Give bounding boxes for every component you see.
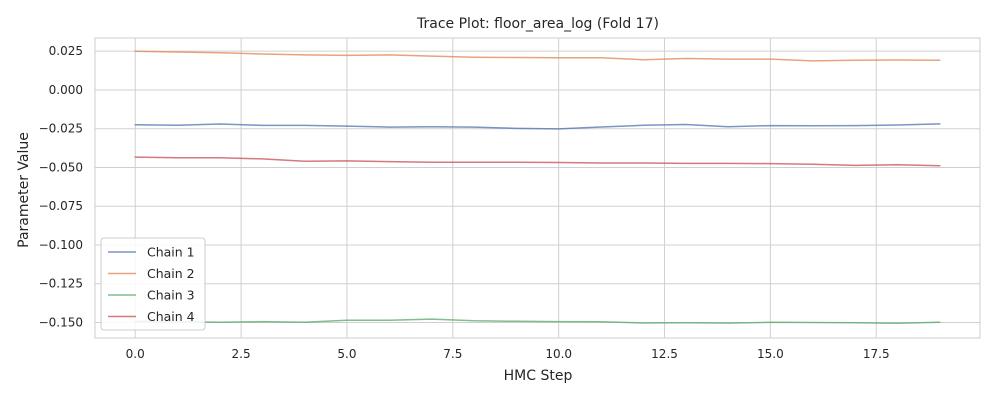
y-tick-label: −0.150 [39,315,83,329]
chart-title: Trace Plot: floor_area_log (Fold 17) [416,16,659,32]
y-tick-label: 0.025 [49,44,83,58]
legend-label: Chain 2 [147,266,195,281]
legend-box [100,237,206,331]
series-line-chain-1 [134,123,941,130]
plot-frame [94,37,981,339]
x-tick-label: 17.5 [863,347,890,361]
x-tick-label: 10.0 [545,347,572,361]
y-tick-label: −0.050 [39,160,83,174]
tick-labels: 0.0 2.5 5.0 7.5 10.0 12.5 15.0 17.5 0.025 0.000 −0… [39,44,890,361]
x-tick-label: 0.0 [126,347,145,361]
x-tick-label: 15.0 [757,347,784,361]
y-tick-label: −0.075 [39,199,83,213]
x-tick-label: 5.0 [337,347,356,361]
series-line-chain-2 [134,50,941,62]
y-tick-label: −0.125 [39,277,83,291]
series-lines [134,50,941,325]
legend: Chain 1 Chain 2 Chain 3 Chain 4 [100,237,206,331]
legend-label: Chain 4 [147,309,195,324]
legend-label: Chain 3 [147,288,195,303]
series-line-chain-3 [134,318,941,325]
x-axis-label: HMC Step [504,368,573,384]
x-tick-label: 2.5 [232,347,251,361]
legend-label: Chain 1 [147,245,195,260]
series-line-chain-4 [134,156,941,167]
y-tick-label: −0.100 [39,238,83,252]
y-tick-label: −0.025 [39,122,83,136]
x-tick-label: 12.5 [651,347,678,361]
grid-lines [95,38,980,338]
x-tick-label: 7.5 [443,347,462,361]
y-axis-label: Parameter Value [16,132,32,248]
y-tick-label: 0.000 [49,83,83,97]
